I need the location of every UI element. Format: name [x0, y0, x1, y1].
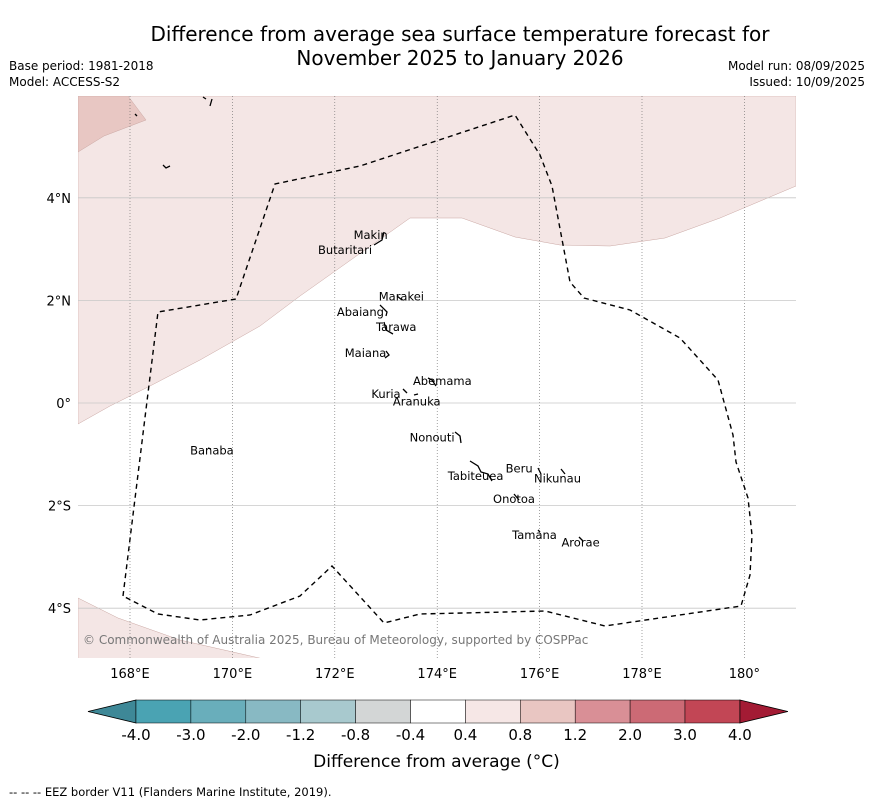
island-label: Banaba	[190, 443, 234, 457]
anomaly-region-southwest	[78, 597, 261, 658]
lon-tick-label: 176°E	[520, 667, 560, 682]
model-name: Model: ACCESS-S2	[9, 75, 121, 89]
lon-tick-label: 172°E	[315, 667, 355, 682]
gridlines	[78, 96, 796, 658]
colorbar-segment	[410, 699, 466, 724]
colorbar-segment	[629, 699, 686, 724]
island-label: Aranuka	[393, 395, 441, 409]
island-label: Nikunau	[534, 472, 581, 486]
colorbar-tick-label: 3.0	[673, 726, 697, 744]
copyright-text: © Commonwealth of Australia 2025, Bureau…	[83, 633, 588, 647]
latitude-ticks: 4°N 2°N 0° 2°S 4°S	[47, 192, 72, 617]
island-label: Tamana	[511, 528, 557, 542]
island-label: Beru	[506, 461, 533, 475]
island-label: Makin	[354, 228, 388, 242]
island-label: Tarawa	[375, 320, 416, 334]
lat-tick-label: 0°	[56, 397, 71, 412]
chart-title: Difference from average sea surface temp…	[80, 22, 840, 70]
anomaly-region-north	[78, 96, 796, 425]
colorbar-arrow-low	[87, 699, 137, 724]
lat-tick-label: 4°S	[48, 602, 71, 617]
lat-tick-label: 2°S	[48, 500, 71, 515]
model-info: Base period: 1981-2018 Model: ACCESS-S2	[9, 58, 154, 90]
colorbar-arrow-high	[739, 699, 788, 724]
title-line-2: November 2025 to January 2026	[296, 46, 624, 70]
colorbar-segment	[245, 699, 301, 724]
colorbar-tick-label: -1.2	[286, 726, 315, 744]
colorbar-tick-label: 4.0	[728, 726, 752, 744]
lat-tick-label: 4°N	[47, 192, 72, 207]
colorbar-segment	[684, 699, 741, 724]
island-label: Tabiteuea	[447, 469, 504, 483]
island-label: Nonouti	[410, 430, 455, 444]
footnote: -- -- -- EEZ border V11 (Flanders Marine…	[9, 785, 332, 799]
island-label: Kuria	[371, 387, 400, 401]
colorbar-segment	[135, 699, 192, 724]
island-label: Maiana	[345, 346, 387, 360]
colorbar-tick-label: -4.0	[121, 726, 150, 744]
run-info: Model run: 08/09/2025 Issued: 10/09/2025	[728, 58, 865, 90]
title-line-1: Difference from average sea surface temp…	[150, 22, 770, 46]
island-label: Butaritari	[318, 243, 372, 257]
lon-tick-label: 178°E	[622, 667, 662, 682]
lon-tick-label: 180°	[729, 667, 760, 682]
eez-border	[122, 114, 753, 627]
lon-tick-label: 168°E	[110, 667, 150, 682]
colorbar: -4.0 -3.0 -2.0 -1.2 -0.8 -0.4 0.4 0.8 1.2 2.0 3.0 4…	[87, 699, 788, 744]
island-label: Onotoa	[493, 492, 535, 506]
colorbar-segment	[520, 699, 576, 724]
island-label: Marakei	[379, 289, 424, 303]
lon-tick-label: 170°E	[213, 667, 253, 682]
model-run: Model run: 08/09/2025	[727, 59, 865, 73]
colorbar-segment	[574, 699, 631, 724]
colorbar-tick-label: 0.4	[453, 726, 477, 744]
colorbar-tick-label: -0.4	[396, 726, 425, 744]
colorbar-title: Difference from average (°C)	[0, 752, 873, 772]
issued-date: Issued: 10/09/2025	[749, 75, 865, 89]
colorbar-segment	[190, 699, 247, 724]
colorbar-tick-label: 2.0	[618, 726, 642, 744]
island-label: Arorae	[561, 536, 599, 550]
anomaly-region-northwest	[78, 96, 147, 153]
colorbar-tick-label: 1.2	[563, 726, 587, 744]
island-coastlines	[134, 96, 584, 542]
longitude-ticks: 168°E 170°E 172°E 174°E 176°E 178°E 180°	[110, 667, 760, 682]
colorbar-segment	[300, 699, 356, 724]
island-label: Abemama	[413, 374, 472, 388]
lat-tick-label: 2°N	[47, 294, 72, 309]
colorbar-tick-label: -2.0	[231, 726, 260, 744]
colorbar-tick-label: 0.8	[508, 726, 532, 744]
colorbar-tick-label: -3.0	[176, 726, 205, 744]
lon-tick-label: 174°E	[417, 667, 457, 682]
colorbar-tick-label: -0.8	[341, 726, 370, 744]
island-label: Abaiang	[337, 305, 384, 319]
colorbar-segment	[355, 699, 411, 724]
colorbar-title-text: Difference from average (°C)	[313, 752, 560, 772]
base-period: Base period: 1981-2018	[9, 59, 154, 73]
colorbar-segment	[465, 699, 521, 724]
